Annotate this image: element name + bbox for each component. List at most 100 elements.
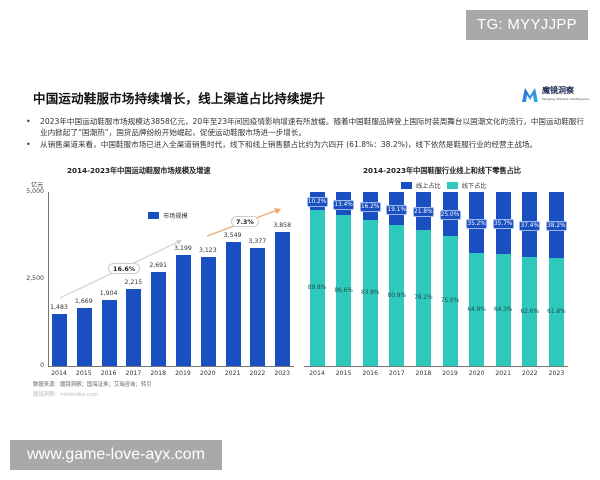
data-source-url: 魔镜洞察：mktindex.com	[33, 392, 99, 398]
bar	[126, 288, 142, 366]
y-tick: 2,500	[26, 275, 44, 282]
offline-segment	[548, 258, 564, 366]
online-share-label: 10.2%	[306, 196, 328, 207]
stacked-bar: 37.4% 62.6%	[519, 192, 541, 366]
bar-value-label: 3,377	[248, 238, 267, 246]
legend-label-offline: 线下占比	[461, 183, 487, 190]
bar	[250, 248, 266, 366]
stacked-bar: 25.0% 75.0%	[439, 192, 461, 366]
legend: 市场规模	[148, 211, 188, 220]
bar	[225, 242, 241, 366]
watermark-bottom: www.game-love-ayx.com	[10, 440, 222, 470]
offline-share-label: 89.8%	[307, 284, 327, 291]
offline-share-label: 86.6%	[334, 287, 353, 294]
offline-segment	[522, 257, 538, 366]
x-tick: 2022	[521, 370, 538, 377]
cagr-annotation: 16.6%	[108, 263, 141, 274]
bar-value-label: 3,199	[174, 244, 192, 252]
offline-segment	[495, 254, 511, 366]
x-tick: 2014	[51, 370, 67, 377]
cagr-annotation: 7.3%	[231, 216, 259, 227]
x-tick: 2021	[224, 370, 241, 377]
x-axis	[304, 366, 568, 367]
bar-value-label: 1,483	[50, 304, 68, 312]
stacked-bar: 16.2% 83.8%	[359, 192, 381, 366]
x-tick: 2016	[362, 370, 379, 377]
offline-share-label: 64.8%	[467, 306, 486, 313]
bar	[176, 254, 191, 366]
bar-value-label: 1,904	[99, 289, 118, 297]
bar	[275, 231, 291, 366]
stacked-bar: 38.2% 61.8%	[545, 192, 567, 366]
stacked-bar: 35.7% 64.3%	[492, 192, 514, 366]
x-tick: 2021	[495, 370, 512, 377]
online-share-label: 21.8%	[412, 206, 434, 217]
offline-share-label: 61.8%	[547, 309, 566, 316]
chart-title: 2014-2023年中国鞋服行业线上和线下零售占比	[363, 166, 521, 175]
chart-title: 2014-2023年中国运动鞋服市场规模及增速	[67, 166, 211, 175]
x-tick: 2015	[335, 370, 352, 377]
x-tick: 2017	[125, 370, 142, 377]
stacked-bar: 19.1% 80.9%	[386, 192, 408, 366]
online-share-label: 38.2%	[545, 221, 567, 232]
x-tick: 2018	[415, 370, 432, 377]
x-tick: 2014	[309, 370, 325, 377]
x-tick: 2020	[199, 370, 216, 377]
bullet-item: 从销售渠道来看，中国鞋服市场已进入全渠道销售时代，线下和线上销售额占比约为六四开…	[26, 139, 586, 151]
bar	[76, 307, 92, 366]
online-share-label: 25.0%	[439, 209, 461, 220]
offline-segment	[389, 225, 405, 366]
stacked-bar: 35.2% 64.8%	[466, 192, 488, 366]
offline-share-label: 78.2%	[414, 294, 433, 301]
data-source: 数据来源：魔镜洞察；国海证券；艾瑞咨询；转引	[33, 382, 152, 388]
offline-segment	[362, 220, 378, 366]
page-title: 中国运动鞋服市场持续增长，线上渠道占比持续提升	[33, 91, 326, 106]
offline-segment	[415, 229, 431, 366]
offline-segment	[336, 215, 352, 366]
x-tick: 2023	[274, 370, 291, 377]
y-tick: 0	[40, 362, 44, 369]
offline-share-label: 80.9%	[387, 292, 406, 299]
x-tick: 2016	[100, 370, 117, 377]
x-tick: 2015	[75, 370, 92, 377]
x-tick: 2019	[175, 370, 191, 377]
stacked-bar: 10.2% 89.8%	[306, 192, 328, 366]
online-share-label: 16.2%	[359, 202, 381, 213]
bullet-item: 2023年中国运动鞋服市场规模达3858亿元，20年至23年间因疫情影响增速有所…	[26, 116, 586, 139]
stacked-bar: 21.8% 78.2%	[412, 192, 434, 366]
x-axis	[48, 366, 294, 367]
y-axis-unit: 亿元	[31, 182, 44, 189]
offline-share-label: 64.3%	[493, 307, 513, 314]
online-share-label: 19.1%	[386, 204, 408, 215]
online-share-label: 13.4%	[333, 199, 355, 210]
legend-swatch	[148, 212, 159, 219]
bar-value-label: 2,691	[149, 262, 168, 270]
bar	[101, 299, 117, 366]
x-tick: 2018	[150, 370, 167, 377]
logo-text: 魔镜洞察 Moojing Market Intelligence	[542, 86, 590, 101]
x-tick: 2019	[442, 370, 458, 377]
bar-value-label: 3,858	[273, 221, 292, 229]
offline-segment	[469, 253, 485, 366]
x-tick: 2020	[468, 370, 485, 377]
online-share-label: 35.2%	[466, 218, 488, 229]
legend-swatch-online	[401, 182, 412, 189]
legend-label-online: 线上占比	[416, 183, 441, 190]
x-tick: 2022	[249, 370, 266, 377]
bar-value-label: 2,215	[124, 278, 143, 286]
bar	[151, 272, 167, 366]
online-share-label: 37.4%	[519, 220, 541, 231]
x-tick: 2017	[388, 370, 405, 377]
bar-value-label: 3,123	[198, 247, 217, 255]
watermark-top: TG: MYYJJPP	[466, 10, 588, 40]
bar	[52, 314, 67, 366]
brand-logo: 魔镜洞察 Moojing Market Intelligence	[521, 86, 589, 104]
online-share-label: 35.7%	[492, 219, 514, 230]
bar-value-label: 3,549	[223, 232, 242, 240]
legend: 线上占比 线下占比	[401, 181, 487, 190]
offline-segment	[309, 209, 325, 366]
stacked-bar: 13.4% 86.6%	[333, 192, 355, 366]
offline-segment	[442, 235, 458, 366]
x-tick: 2023	[548, 370, 565, 377]
bar-value-label: 1,669	[74, 297, 93, 305]
